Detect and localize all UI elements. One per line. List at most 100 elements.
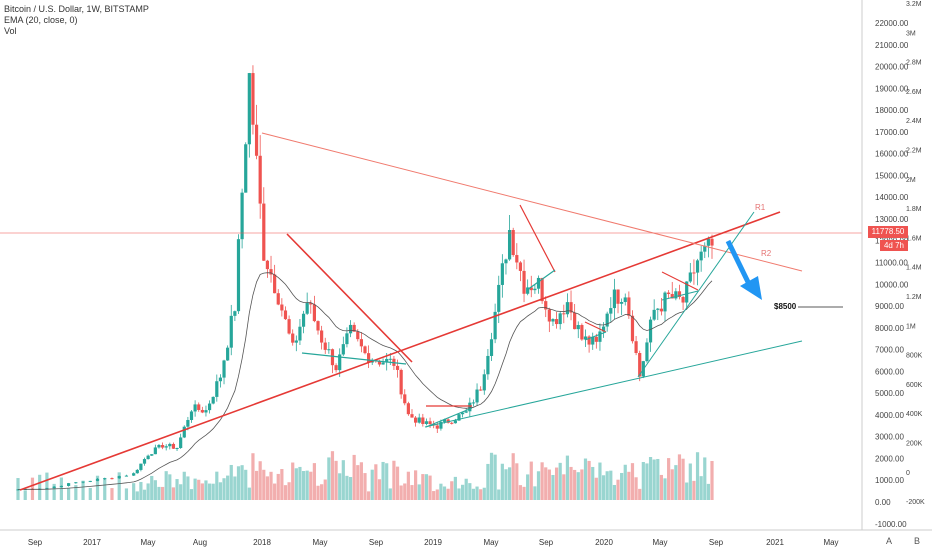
volume-bar bbox=[612, 484, 617, 500]
candle-body bbox=[417, 417, 421, 423]
volume-bar bbox=[316, 485, 320, 500]
volume-bar bbox=[211, 483, 215, 500]
candle-body bbox=[269, 269, 273, 275]
candle-body bbox=[692, 272, 696, 274]
candle-body bbox=[395, 365, 400, 370]
time-tick-label: Sep bbox=[28, 538, 43, 547]
volume-bar bbox=[312, 463, 316, 500]
candle-body bbox=[667, 292, 671, 295]
candle-body bbox=[638, 353, 642, 377]
candle-body bbox=[435, 425, 439, 429]
candle-body bbox=[345, 333, 349, 345]
volume-indicator-label[interactable]: Vol bbox=[4, 26, 17, 36]
ema-indicator-label[interactable]: EMA (20, close, 0) bbox=[4, 15, 78, 25]
candle-body bbox=[464, 411, 468, 413]
volume-bar bbox=[348, 477, 353, 500]
volume-bar bbox=[464, 478, 468, 500]
triangle-2018-base[interactable] bbox=[301, 352, 407, 365]
volume-bar bbox=[218, 482, 223, 500]
volume-bar bbox=[395, 466, 400, 500]
resistance-line-r2[interactable] bbox=[261, 132, 803, 272]
triangle-2019-lower[interactable] bbox=[584, 331, 607, 341]
wedge-2019-upper[interactable] bbox=[519, 204, 556, 273]
long-trendline-red[interactable] bbox=[19, 211, 781, 491]
volume-bar bbox=[482, 487, 486, 500]
support-line-teal-2020[interactable] bbox=[637, 211, 755, 378]
volume-bar bbox=[323, 479, 327, 500]
candle-body bbox=[414, 417, 418, 423]
log-scale-button[interactable]: B bbox=[914, 536, 921, 546]
candle-body bbox=[569, 302, 573, 313]
candle-body bbox=[164, 446, 168, 448]
candle-body bbox=[240, 192, 244, 240]
r2-label: R2 bbox=[761, 249, 772, 258]
price-axis[interactable]: 22000.00 21000.00 20000.00 19000.00 18000.00… bbox=[875, 19, 909, 529]
candle-body bbox=[244, 144, 248, 193]
candle-body bbox=[356, 331, 360, 340]
volume-bar bbox=[638, 488, 642, 500]
candle-body bbox=[168, 443, 172, 447]
candle-body bbox=[88, 480, 92, 482]
volume-bar bbox=[262, 469, 266, 500]
flag-2020-upper[interactable] bbox=[661, 271, 699, 291]
volume-bar bbox=[522, 486, 526, 500]
volume-bar bbox=[634, 477, 638, 500]
candle-body bbox=[200, 409, 204, 413]
volume-bar bbox=[367, 491, 371, 500]
candle-body bbox=[511, 230, 515, 256]
price-tick-label: -1000.00 bbox=[875, 520, 907, 529]
candle-body bbox=[117, 476, 121, 479]
support-line-teal-long[interactable] bbox=[424, 340, 803, 428]
candle-body bbox=[551, 319, 555, 322]
auto-scale-button[interactable]: A bbox=[886, 536, 893, 546]
volume-bar bbox=[236, 466, 241, 500]
flag-2020-lower[interactable] bbox=[661, 290, 699, 301]
candle-body bbox=[153, 447, 157, 455]
candle-body bbox=[74, 482, 78, 484]
candle-body bbox=[247, 73, 251, 145]
volume-bar bbox=[23, 490, 27, 500]
volume-tick-label: -200K bbox=[906, 499, 925, 506]
volume-bar bbox=[186, 476, 190, 500]
candle-body bbox=[576, 325, 580, 330]
volume-bar bbox=[327, 457, 331, 500]
volume-tick-label: 0 bbox=[906, 470, 910, 477]
candle-body bbox=[197, 404, 201, 410]
volume-bar bbox=[305, 470, 309, 500]
candle-body bbox=[294, 340, 298, 343]
volume-bar bbox=[287, 482, 291, 500]
time-axis[interactable]: Sep 2017 May Aug 2018 May Sep 2019 May Sep 2020 May… bbox=[28, 538, 839, 547]
wedge-2019-lower[interactable] bbox=[526, 269, 556, 291]
candle-body bbox=[67, 483, 71, 486]
volume-bar bbox=[562, 474, 566, 500]
volume-bar bbox=[67, 488, 71, 500]
volume-bar bbox=[692, 480, 696, 500]
candle-body bbox=[706, 238, 710, 246]
triangle-2018-upper[interactable] bbox=[286, 233, 413, 363]
triangle-2019-upper[interactable] bbox=[584, 321, 607, 333]
candle-body bbox=[45, 488, 49, 490]
candle-body bbox=[460, 412, 465, 415]
volume-tick-label: 1.2M bbox=[906, 294, 922, 301]
volume-bar bbox=[573, 469, 577, 500]
volume-bar bbox=[497, 489, 501, 500]
candle-body bbox=[677, 291, 682, 298]
candle-body bbox=[482, 374, 486, 391]
candle-body bbox=[623, 297, 627, 303]
volume-bar bbox=[446, 488, 450, 500]
candle-body bbox=[670, 294, 674, 299]
flag-2018-lower[interactable] bbox=[425, 407, 473, 428]
volume-bar bbox=[710, 460, 714, 500]
price-tick-label: 2000.00 bbox=[875, 454, 904, 463]
candle-body bbox=[399, 369, 403, 395]
volume-tick-label: 1.4M bbox=[906, 265, 922, 272]
volume-bar bbox=[457, 488, 461, 500]
forecast-arrow[interactable] bbox=[725, 239, 762, 300]
volume-bar bbox=[81, 480, 85, 500]
volume-bar bbox=[432, 491, 436, 500]
volume-bar bbox=[627, 471, 631, 500]
volume-tick-label: 1.6M bbox=[906, 235, 922, 242]
candle-body bbox=[504, 259, 508, 264]
candle-body bbox=[620, 302, 624, 304]
